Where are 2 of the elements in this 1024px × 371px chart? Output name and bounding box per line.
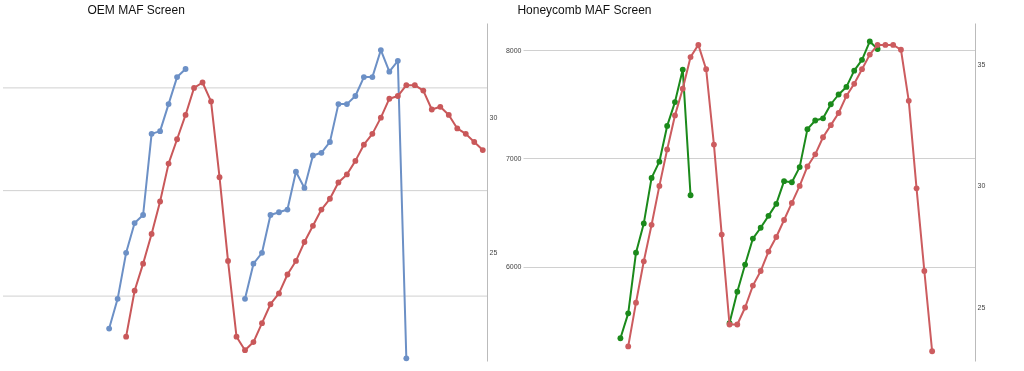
chart-title: Honeycomb MAF Screen [517,3,652,17]
chart-title: OEM MAF Screen [87,3,185,17]
